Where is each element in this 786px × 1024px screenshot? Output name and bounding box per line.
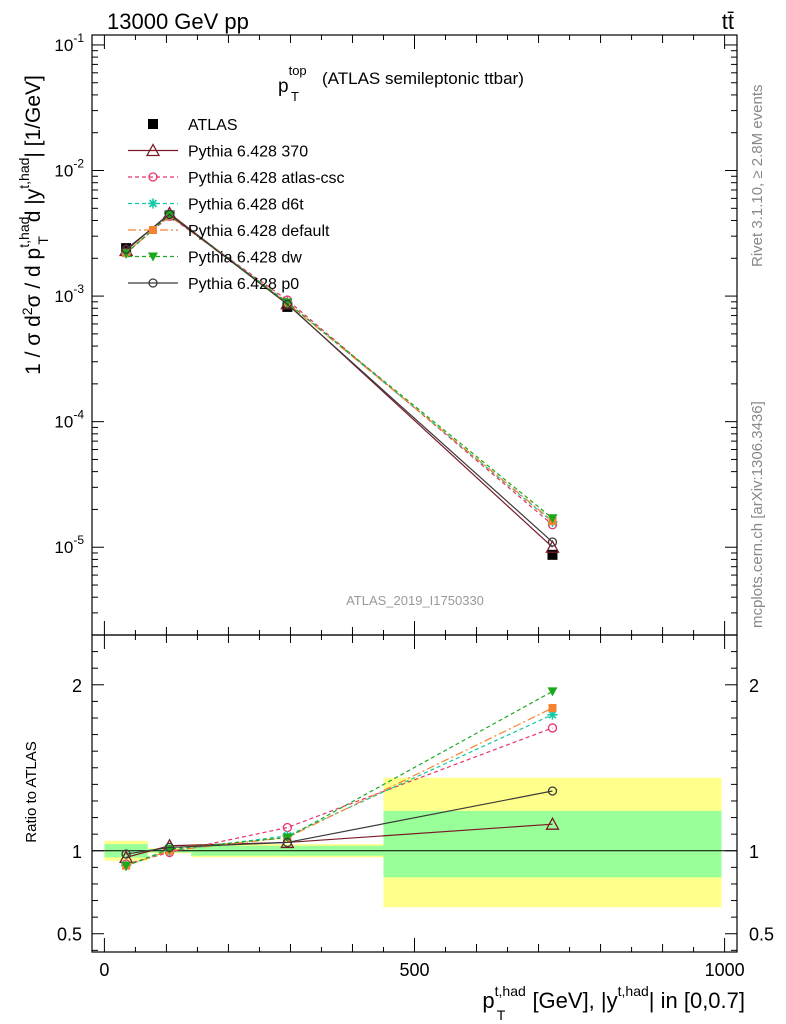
data-point (164, 209, 175, 220)
title-rest: (ATLAS semileptonic ttbar) (322, 69, 524, 88)
ratio-y-ticks: 0.5 0.5 1 1 2 2 (57, 651, 774, 951)
ratio-point (121, 861, 132, 871)
legend-item: Pythia 6.428 atlas-csc (128, 170, 345, 187)
ratio-bands (104, 777, 722, 908)
title-main: p (278, 76, 289, 97)
main-x-ticks (103, 35, 726, 635)
ratio-point (547, 786, 558, 796)
main-panel: 10-5 10-4 10-3 10-2 10-1 (54, 31, 738, 636)
plot-title: ptop T (ATLAS semileptonic ttbar) (278, 63, 524, 104)
ratio-point (164, 842, 175, 853)
legend-item: Pythia 6.428 370 (128, 143, 308, 161)
process-label: tt̄ (722, 9, 734, 34)
x-tick-label: 500 (399, 960, 429, 980)
ratio-line (125, 690, 553, 867)
legend-label: Pythia 6.428 default (188, 223, 330, 240)
y-tick-label: 10-4 (54, 408, 84, 432)
x-axis-label: pt,had T [GeV], |yt,had| in [0,0.7] (482, 983, 745, 1023)
data-point (121, 244, 131, 254)
ratio-point (121, 849, 131, 859)
ratio-band-inner (383, 810, 722, 878)
ratio-series-pythia-6-428-p0 (121, 786, 558, 859)
ratio-panel: 0.5 0.5 1 1 2 2 0 500 1000 (57, 634, 774, 980)
rivet-version-label: Rivet 3.1.10, ≥ 2.8M events (749, 85, 766, 268)
ratio-y-tick-label-right: 1 (749, 842, 759, 862)
main-y-ticks: 10-5 10-4 10-3 10-2 10-1 (54, 31, 737, 636)
ratio-y-tick-label: 0.5 (57, 925, 82, 945)
legend-item: Pythia 6.428 d6t (128, 197, 304, 214)
ratio-line (125, 707, 553, 867)
x-tick-label: 0 (99, 960, 109, 980)
legend-label: ATLAS (188, 117, 238, 134)
legend-marker (148, 119, 158, 129)
legend-item: Pythia 6.428 default (128, 223, 330, 240)
legend-item: Pythia 6.428 dw (128, 250, 302, 267)
ratio-x-ticks: 0 500 1000 (99, 635, 745, 980)
ratio-point (548, 704, 557, 713)
ratio-point (282, 837, 293, 848)
plot-title-text: ptop T (ATLAS semileptonic ttbar) (278, 63, 524, 104)
ratio-y-tick-label: 2 (72, 676, 82, 696)
title-sup: top (289, 63, 307, 78)
series-pythia-6-428-370 (119, 206, 560, 553)
main-series-layer (119, 206, 560, 560)
legend: ATLAS Pythia 6.428 370 Pythia 6.428 atlas-… (128, 117, 345, 293)
legend-label: Pythia 6.428 atlas-csc (188, 170, 345, 187)
series-atlas (121, 210, 558, 560)
energy-label: 13000 GeV pp (107, 9, 249, 34)
data-point (545, 539, 560, 553)
ratio-point (547, 687, 558, 697)
ratio-series-layer (119, 687, 560, 871)
data-point (547, 549, 558, 560)
ratio-y-tick-label-right: 0.5 (749, 925, 774, 945)
y-tick-label: 10-5 (54, 533, 84, 557)
series-pythia-6-428-p0 (121, 209, 558, 547)
legend-marker (145, 143, 161, 157)
mcplots-source-label: mcplots.cern.ch [arXiv:1306.3436] (749, 401, 766, 628)
x-tick-label: 1000 (705, 960, 745, 980)
ratio-y-tick-label: 1 (72, 842, 82, 862)
ratio-y-tick-label-right: 2 (749, 676, 759, 696)
legend-item: ATLAS (148, 117, 238, 134)
series-line (125, 213, 553, 519)
ratio-point (547, 709, 558, 720)
series-pythia-6-428-d6t (121, 210, 558, 527)
legend-label: Pythia 6.428 p0 (188, 276, 299, 293)
main-y-axis-label: 1 / σ d2σ / d pt,had T d |yt,had| [1/GeV] (16, 75, 51, 375)
data-point (547, 514, 558, 524)
series-line (125, 213, 553, 543)
analysis-id-label: ATLAS_2019_I1750330 (346, 593, 484, 608)
legend-marker (148, 252, 158, 262)
legend-label: Pythia 6.428 dw (188, 250, 302, 267)
legend-marker (148, 172, 158, 182)
data-point (282, 299, 293, 309)
y-tick-label: 10-1 (54, 31, 84, 55)
ratio-point (547, 723, 558, 733)
legend-item: Pythia 6.428 p0 (128, 276, 299, 293)
ratio-point (545, 816, 560, 830)
data-point (121, 243, 132, 254)
data-point (547, 537, 558, 547)
title-sub: T (291, 89, 299, 104)
legend-marker (149, 226, 157, 234)
ratio-y-axis-label: Ratio to ATLAS (23, 741, 40, 842)
ratio-line (126, 790, 553, 855)
legend-label: Pythia 6.428 d6t (188, 197, 304, 214)
legend-marker (148, 198, 158, 209)
y-tick-label: 10-3 (54, 282, 84, 306)
y-tick-label: 10-2 (54, 157, 84, 181)
legend-label: Pythia 6.428 370 (188, 144, 308, 161)
ratio-line (125, 823, 553, 858)
series-pythia-6-428-dw (121, 210, 558, 524)
legend-marker (148, 278, 158, 288)
